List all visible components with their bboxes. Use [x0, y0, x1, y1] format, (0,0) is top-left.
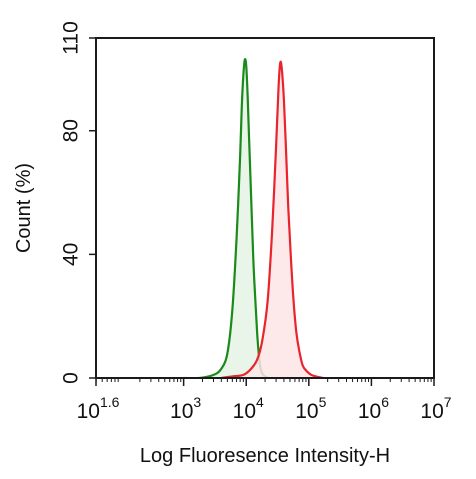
- series-1-fill: [183, 59, 269, 378]
- x-axis: 101.6 103 104 105 106 107: [77, 378, 452, 423]
- y-tick-label: 110: [59, 21, 82, 54]
- y-tick-label: 0: [59, 372, 82, 384]
- x-tick-label: 103: [170, 394, 201, 423]
- x-tick-label: 107: [420, 394, 451, 423]
- series-1-line: [183, 58, 270, 378]
- series-2-fill: [221, 61, 324, 378]
- x-tick-label: 101.6: [77, 394, 120, 423]
- y-axis: 0 40 80 110: [59, 21, 96, 384]
- y-tick-label: 80: [59, 119, 82, 142]
- x-tick-label: 106: [358, 394, 389, 423]
- x-axis-title: Log Fluoresence Intensity-H: [140, 445, 390, 467]
- plot-area: [95, 37, 435, 379]
- series-2-line: [221, 60, 324, 378]
- y-axis-title: Count (%): [13, 163, 35, 253]
- x-tick-label: 105: [295, 394, 326, 423]
- y-tick-label: 40: [59, 243, 82, 266]
- x-tick-label: 104: [233, 394, 264, 423]
